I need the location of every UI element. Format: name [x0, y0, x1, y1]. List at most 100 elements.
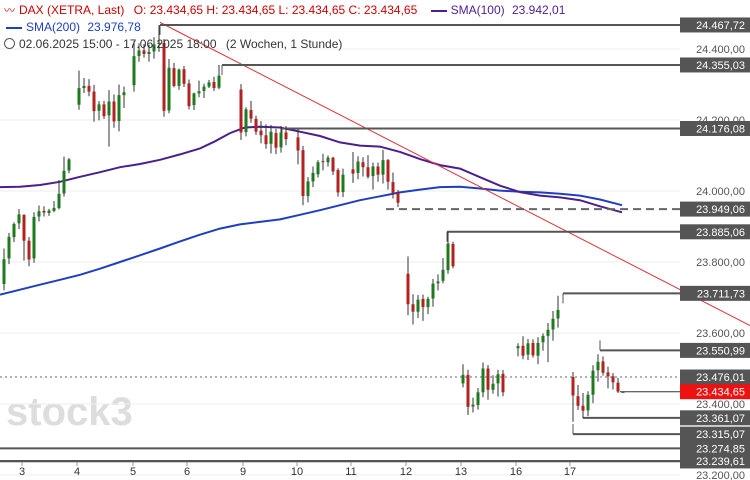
candle-body — [326, 157, 330, 163]
level-value-label: 23.434,65 — [696, 387, 745, 399]
candle-body — [496, 374, 500, 384]
candle-body — [546, 329, 550, 336]
y-tick-label: 23.400,00 — [696, 399, 745, 411]
candle-body — [197, 91, 201, 94]
sma200-swatch — [6, 26, 22, 29]
candle-body — [471, 404, 475, 407]
x-tick-label: 10 — [291, 466, 303, 478]
candle-body — [284, 132, 288, 140]
candle-body — [551, 318, 555, 330]
candle-body — [239, 89, 243, 133]
candle-body — [576, 396, 580, 406]
candle-body — [137, 50, 141, 57]
level-value-label: 23.550,99 — [696, 345, 745, 357]
candle-body — [82, 85, 86, 89]
candle-body — [279, 132, 283, 148]
sma200-value: 23.976,78 — [87, 20, 141, 34]
y-tick-label: 23.600,00 — [696, 328, 745, 340]
candle-body — [531, 342, 535, 356]
x-tick-label: 4 — [74, 466, 80, 478]
candle-body — [22, 214, 26, 241]
x-tick-label: 5 — [130, 466, 136, 478]
candle-body — [571, 377, 575, 396]
level-value-label: 23.711,73 — [697, 288, 745, 300]
level-value-box — [680, 201, 750, 217]
candle-body — [296, 137, 300, 151]
level-value-box — [680, 57, 750, 73]
candle-body — [516, 346, 520, 349]
sma100-swatch — [430, 9, 447, 12]
level-value-box — [680, 17, 750, 33]
candle-body — [254, 118, 258, 132]
period-range: 02.06.2025 15:00 - 17.06.2025 18:00 — [19, 37, 217, 51]
candle-body — [57, 193, 61, 209]
candle-body — [182, 69, 186, 84]
candle-body — [331, 157, 335, 172]
level-value-box — [680, 410, 750, 426]
sma100-line — [0, 125, 623, 214]
level-value-box — [680, 453, 750, 469]
sma200-label: SMA(200) — [26, 20, 81, 34]
candle-body — [361, 162, 365, 168]
candle-body — [416, 299, 420, 312]
candle-body — [341, 174, 345, 193]
candle-body — [192, 93, 196, 106]
candle-body — [431, 283, 435, 299]
watermark-text: stock3 — [6, 390, 133, 434]
candle-body — [62, 170, 66, 194]
candle-body — [426, 298, 430, 308]
candle-body — [2, 259, 6, 285]
candle-body — [207, 82, 211, 87]
current-price-box — [680, 384, 750, 400]
candle-body — [102, 104, 106, 117]
candle-body — [486, 368, 490, 390]
level-value-box — [680, 426, 750, 442]
candle-body — [596, 361, 600, 371]
x-tick-label: 11 — [345, 466, 356, 478]
period-interval: (2 Wochen, 1 Stunde) — [225, 37, 343, 51]
candle-body — [87, 85, 91, 92]
level-value-label: 23.239,61 — [696, 456, 745, 468]
x-tick-label: 6 — [184, 466, 190, 478]
candle-body — [391, 182, 395, 194]
candle-body — [381, 160, 385, 175]
sma100-value: 23.942,01 — [511, 3, 566, 17]
candle-body — [616, 382, 620, 392]
candle-body — [411, 304, 415, 312]
x-tick-label: 9 — [240, 466, 246, 478]
candle-body — [556, 309, 560, 319]
x-tick-label: 12 — [400, 466, 412, 478]
level-value-label: 23.476,01 — [696, 372, 745, 384]
candle-body — [122, 92, 126, 96]
candle-body — [386, 160, 390, 182]
candle-body — [17, 214, 21, 224]
level-value-box — [680, 285, 750, 301]
trendline — [159, 21, 750, 326]
candle-body — [157, 42, 161, 45]
candle-body — [147, 51, 151, 54]
candle-body — [244, 109, 248, 133]
candle-body — [77, 88, 81, 105]
candle-body — [371, 166, 375, 177]
level-value-label: 24.355,03 — [696, 60, 745, 72]
candle-body — [521, 345, 525, 356]
candle-body — [117, 95, 121, 122]
candle-body — [436, 281, 440, 284]
level-value-label: 23.361,07 — [696, 413, 745, 425]
level-value-label: 23.274,85 — [696, 443, 745, 455]
candle-body — [42, 210, 46, 213]
candle-body — [264, 135, 268, 145]
candle-body — [47, 210, 51, 214]
candle-body — [476, 392, 480, 406]
candle-body — [356, 161, 360, 173]
x-tick-label: 16 — [510, 466, 522, 478]
candle-body — [269, 131, 273, 144]
candle-body — [112, 101, 116, 122]
candle-body — [481, 368, 485, 393]
level-value-box — [680, 120, 750, 136]
candle-body — [142, 50, 146, 54]
candle-body — [132, 56, 136, 86]
legend-row-instrument: 〰 DAX (XETRA, Last) O: 23.434,65 H: 23.43… — [4, 3, 565, 19]
candle-body — [396, 193, 400, 203]
